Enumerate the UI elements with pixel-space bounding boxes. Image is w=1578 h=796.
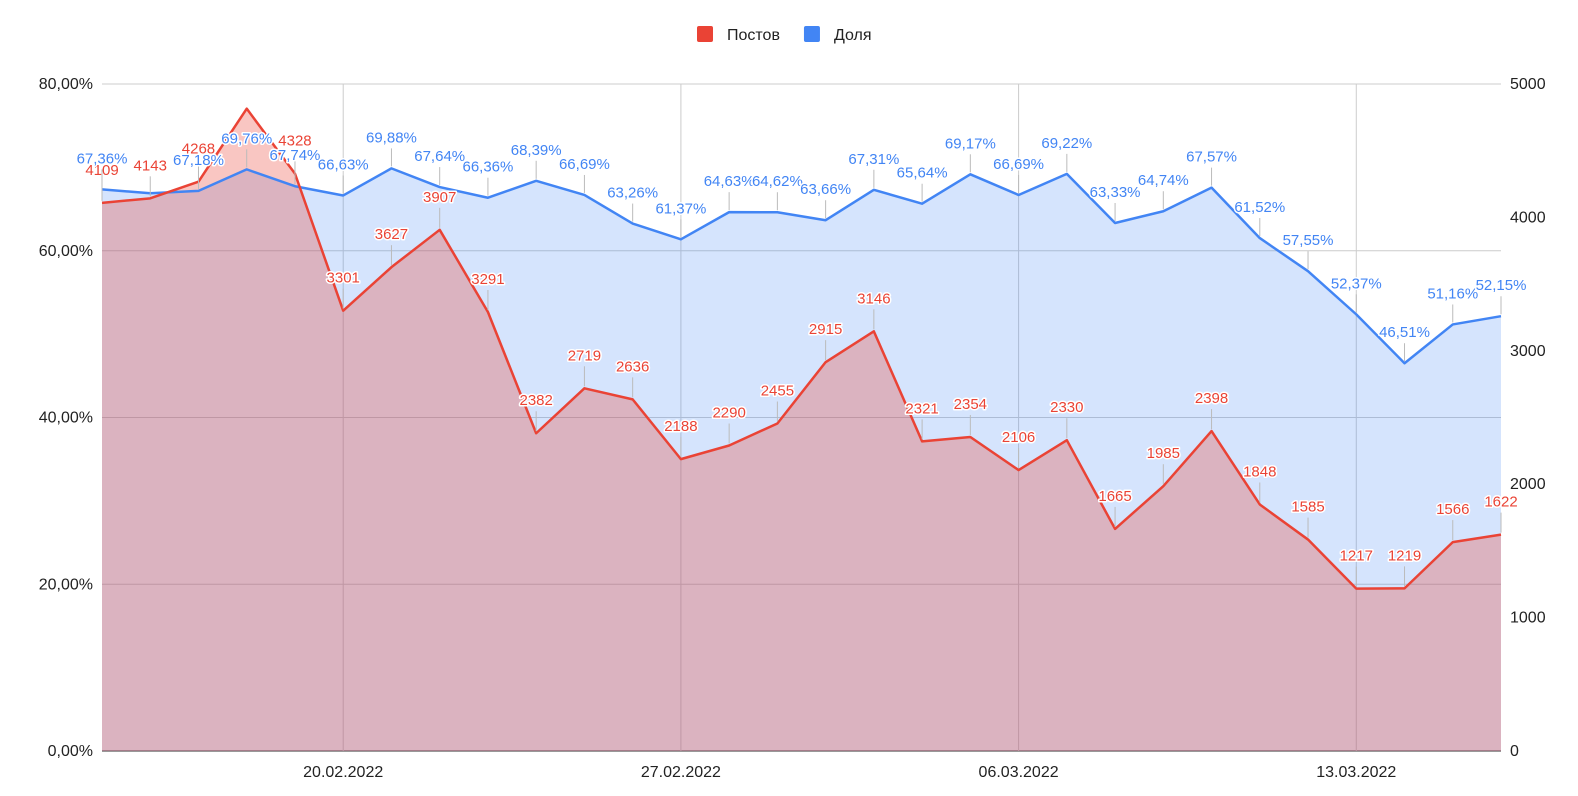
data-label: 2382 — [519, 392, 552, 409]
data-label: 2321 — [905, 400, 938, 417]
x-tick-label: 13.03.2022 — [1316, 764, 1396, 781]
data-label: 2290 — [712, 405, 745, 422]
data-label: 1622 — [1484, 494, 1517, 511]
data-label: 63,66% — [800, 181, 851, 198]
data-label: 3907 — [423, 189, 456, 206]
data-label: 63,26% — [607, 185, 658, 202]
y-right-tick-label: 2000 — [1510, 476, 1546, 493]
series-lines — [101, 107, 1502, 590]
data-label: 2915 — [809, 321, 842, 338]
data-label: 51,16% — [1427, 285, 1478, 302]
data-label: 69,17% — [945, 135, 996, 152]
data-label: 3627 — [375, 226, 408, 243]
data-label: 2636 — [616, 358, 649, 375]
data-label: 66,36% — [462, 159, 513, 176]
y-right-tick-label: 0 — [1510, 743, 1519, 760]
line-postov — [101, 107, 1502, 590]
y-right-tick-label: 3000 — [1510, 343, 1546, 360]
x-tick-label: 06.03.2022 — [979, 764, 1059, 781]
data-label: 69,22% — [1041, 135, 1092, 152]
data-label: 2398 — [1195, 390, 1228, 407]
data-label: 1566 — [1436, 501, 1469, 518]
data-label: 69,88% — [366, 129, 417, 146]
data-label: 61,37% — [655, 200, 706, 217]
line-dolya — [101, 167, 1502, 365]
y-right-tick-label: 4000 — [1510, 209, 1546, 226]
data-label: 2188 — [664, 418, 697, 435]
data-label: 1665 — [1098, 488, 1131, 505]
y-left-tick-label: 80,00% — [39, 76, 93, 93]
data-label: 64,62% — [752, 173, 803, 190]
data-label: 1585 — [1291, 499, 1324, 516]
data-label: 66,69% — [993, 156, 1044, 173]
x-tick-label: 20.02.2022 — [303, 764, 383, 781]
data-label: 65,64% — [897, 165, 948, 182]
series-areas — [102, 108, 1501, 752]
data-label: 66,69% — [559, 156, 610, 173]
chart-legend[interactable]: Постов Доля — [697, 26, 872, 44]
y-right-tick-label: 5000 — [1510, 76, 1546, 93]
y-axis-right: 0 1000 2000 3000 4000 5000 — [1510, 76, 1546, 760]
area-postov — [102, 108, 1501, 752]
data-label: 68,39% — [511, 142, 562, 159]
y-axis-left: 0,00% 20,00% 40,00% 60,00% 80,00% — [39, 76, 93, 760]
data-label: 4268 — [182, 141, 215, 158]
data-label: 3146 — [857, 290, 890, 307]
data-label: 63,33% — [1090, 184, 1141, 201]
data-label: 1219 — [1388, 547, 1421, 564]
data-label: 3291 — [471, 271, 504, 288]
data-label: 64,74% — [1138, 172, 1189, 189]
data-label: 64,63% — [704, 173, 755, 190]
data-label: 2354 — [954, 396, 987, 413]
x-tick-label: 27.02.2022 — [641, 764, 721, 781]
data-label: 2455 — [761, 383, 794, 400]
data-label: 2719 — [568, 347, 601, 364]
data-label: 67,31% — [848, 151, 899, 168]
legend-swatch — [803, 26, 820, 42]
data-label: 67,64% — [414, 148, 465, 165]
data-label: 66,63% — [318, 156, 369, 173]
data-label: 69,76% — [221, 130, 272, 147]
data-label: 46,51% — [1379, 324, 1430, 341]
legend-swatch — [697, 26, 713, 42]
data-label: 67,18% — [173, 152, 224, 169]
legend-label[interactable]: Доля — [834, 27, 872, 44]
data-label: 2330 — [1050, 399, 1083, 416]
data-label: 52,15% — [1476, 277, 1527, 294]
data-label: 4143 — [134, 157, 167, 174]
y-left-tick-label: 60,00% — [39, 243, 93, 260]
x-axis: 20.02.2022 27.02.2022 06.03.2022 13.03.2022 — [303, 764, 1396, 781]
data-label: 67,74% — [270, 147, 321, 164]
data-label: 67,36% — [77, 150, 128, 167]
data-label: 1985 — [1147, 445, 1180, 462]
data-label: 57,55% — [1283, 232, 1334, 249]
data-label: 2106 — [1002, 429, 1035, 446]
y-left-tick-label: 20,00% — [39, 576, 93, 593]
data-label: 1848 — [1243, 463, 1276, 480]
legend-label[interactable]: Постов — [727, 27, 780, 44]
data-label: 52,37% — [1331, 275, 1382, 292]
y-left-tick-label: 0,00% — [48, 743, 93, 760]
data-label: 4328 — [278, 133, 311, 150]
y-right-tick-label: 1000 — [1510, 610, 1546, 627]
area-dolya — [102, 168, 1501, 751]
y-left-tick-label: 40,00% — [39, 410, 93, 427]
data-label: 3301 — [327, 270, 360, 287]
data-label: 1217 — [1340, 548, 1373, 565]
data-label: 67,57% — [1186, 149, 1237, 166]
data-label: 61,52% — [1234, 199, 1285, 216]
